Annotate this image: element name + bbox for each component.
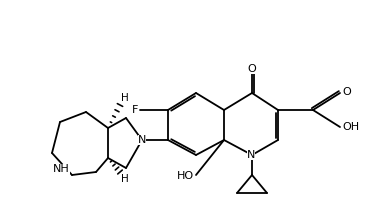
Text: H: H	[121, 174, 129, 184]
Text: O: O	[342, 87, 351, 97]
Text: H: H	[121, 93, 129, 103]
Text: O: O	[248, 64, 256, 74]
Text: HO: HO	[177, 171, 194, 181]
Text: N: N	[247, 150, 255, 160]
Text: N: N	[138, 135, 146, 145]
Text: F: F	[132, 105, 138, 115]
Text: OH: OH	[342, 122, 359, 132]
Text: NH: NH	[53, 164, 70, 174]
